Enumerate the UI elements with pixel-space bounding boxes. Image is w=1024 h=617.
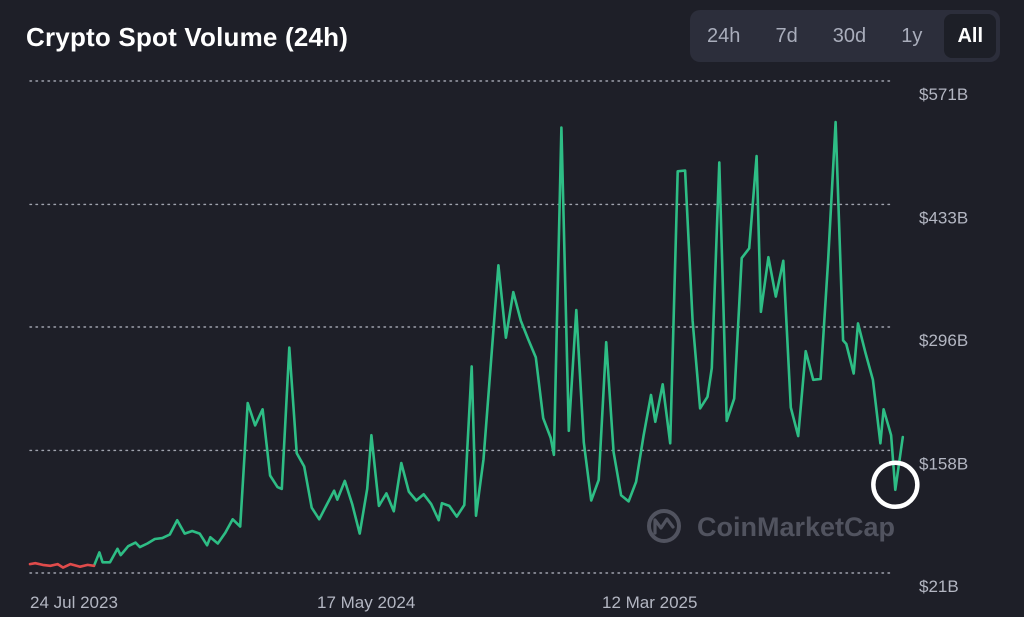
highlight-circle	[871, 460, 920, 510]
y-tick-label: $571B	[919, 85, 968, 104]
x-tick-label: 17 May 2024	[317, 593, 415, 612]
y-tick-label: $21B	[919, 577, 959, 596]
highlight-marker	[871, 460, 920, 510]
range-tab-24h[interactable]: 24h	[707, 24, 741, 47]
watermark-text: CoinMarketCap	[697, 512, 895, 542]
chart-title: Crypto Spot Volume (24h)	[26, 22, 349, 52]
x-tick-label: 12 Mar 2025	[602, 593, 697, 612]
grid-lines	[29, 80, 891, 574]
x-tick-label: 24 Jul 2023	[30, 593, 118, 612]
range-tab-30d[interactable]: 30d	[832, 24, 867, 47]
series-line-up	[92, 120, 905, 568]
range-tab-1y[interactable]: 1y	[901, 24, 923, 47]
y-axis: $571B $433B $296B $158B $21B	[919, 85, 968, 596]
range-tab-all[interactable]: All	[944, 14, 996, 58]
series-line	[28, 120, 905, 569]
watermark: CoinMarketCap	[647, 509, 895, 543]
range-tab-7d[interactable]: 7d	[775, 24, 798, 47]
y-tick-label: $158B	[919, 454, 968, 473]
y-tick-label: $433B	[919, 208, 968, 227]
coinmarketcap-logo-icon	[647, 509, 681, 543]
time-range-selector: 24h 7d 30d 1y All	[690, 10, 1000, 62]
x-axis: 24 Jul 2023 17 May 2024 12 Mar 2025	[30, 593, 697, 612]
y-tick-label: $296B	[919, 331, 968, 350]
series-line-down	[28, 561, 96, 569]
